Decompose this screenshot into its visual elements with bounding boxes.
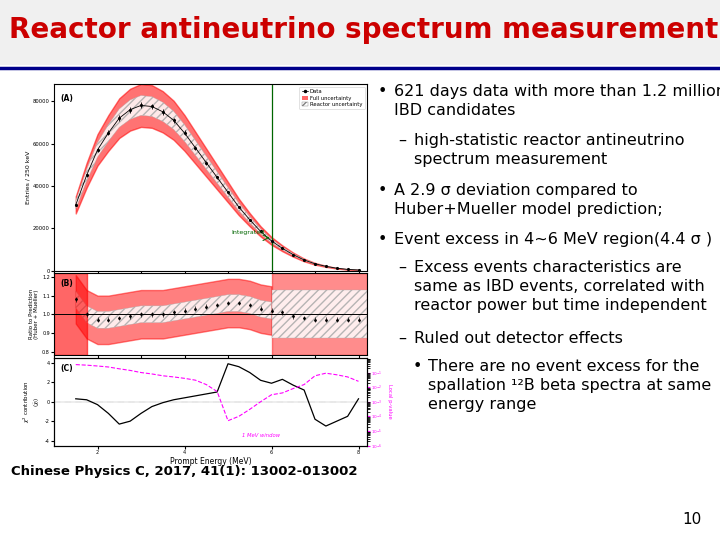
- Text: (A): (A): [60, 93, 73, 103]
- Text: There are no event excess for the
spallation ¹²B beta spectra at same
energy ran: There are no event excess for the spalla…: [428, 359, 711, 412]
- X-axis label: Prompt Energy (MeV): Prompt Energy (MeV): [170, 457, 251, 467]
- Text: A 2.9 σ deviation compared to
Huber+Mueller model prediction;: A 2.9 σ deviation compared to Huber+Muel…: [394, 183, 662, 217]
- Text: Chinese Physics C, 2017, 41(1): 13002-013002: Chinese Physics C, 2017, 41(1): 13002-01…: [11, 465, 357, 478]
- Text: Integrated: Integrated: [232, 230, 265, 234]
- Text: (B): (B): [60, 279, 73, 288]
- Y-axis label: Ratio to Prediction
(Huber + Mueller): Ratio to Prediction (Huber + Mueller): [29, 289, 40, 339]
- Y-axis label: Local p-value: Local p-value: [387, 384, 392, 419]
- Text: •: •: [378, 84, 387, 99]
- Text: 621 days data with more than 1.2 million
IBD candidates: 621 days data with more than 1.2 million…: [394, 84, 720, 118]
- Text: Reactor antineutrino spectrum measurement: Reactor antineutrino spectrum measuremen…: [9, 16, 719, 44]
- Text: high-statistic reactor antineutrino
spectrum measurement: high-statistic reactor antineutrino spec…: [414, 133, 685, 167]
- Legend: Data, Full uncertainty, Reactor uncertainty: Data, Full uncertainty, Reactor uncertai…: [300, 87, 364, 109]
- Text: –: –: [398, 260, 406, 275]
- Text: –: –: [398, 331, 406, 346]
- Text: 10: 10: [683, 511, 702, 526]
- Text: 1 MeV window: 1 MeV window: [242, 433, 280, 438]
- Text: Event excess in 4~6 MeV region(4.4 σ ): Event excess in 4~6 MeV region(4.4 σ ): [394, 232, 712, 247]
- Text: –: –: [398, 133, 406, 148]
- Text: Excess events characteristics are
same as IBD events, correlated with
reactor po: Excess events characteristics are same a…: [414, 260, 707, 313]
- Text: •: •: [378, 232, 387, 247]
- Y-axis label: $\chi^2$ contribution
($\tilde{\chi}_i$): $\chi^2$ contribution ($\tilde{\chi}_i$): [22, 380, 42, 423]
- Text: (C): (C): [60, 364, 73, 373]
- Y-axis label: Entries / 250 keV: Entries / 250 keV: [25, 151, 30, 204]
- Text: •: •: [378, 183, 387, 198]
- Text: •: •: [413, 359, 422, 374]
- FancyBboxPatch shape: [0, 0, 720, 65]
- Text: Ruled out detector effects: Ruled out detector effects: [414, 331, 623, 346]
